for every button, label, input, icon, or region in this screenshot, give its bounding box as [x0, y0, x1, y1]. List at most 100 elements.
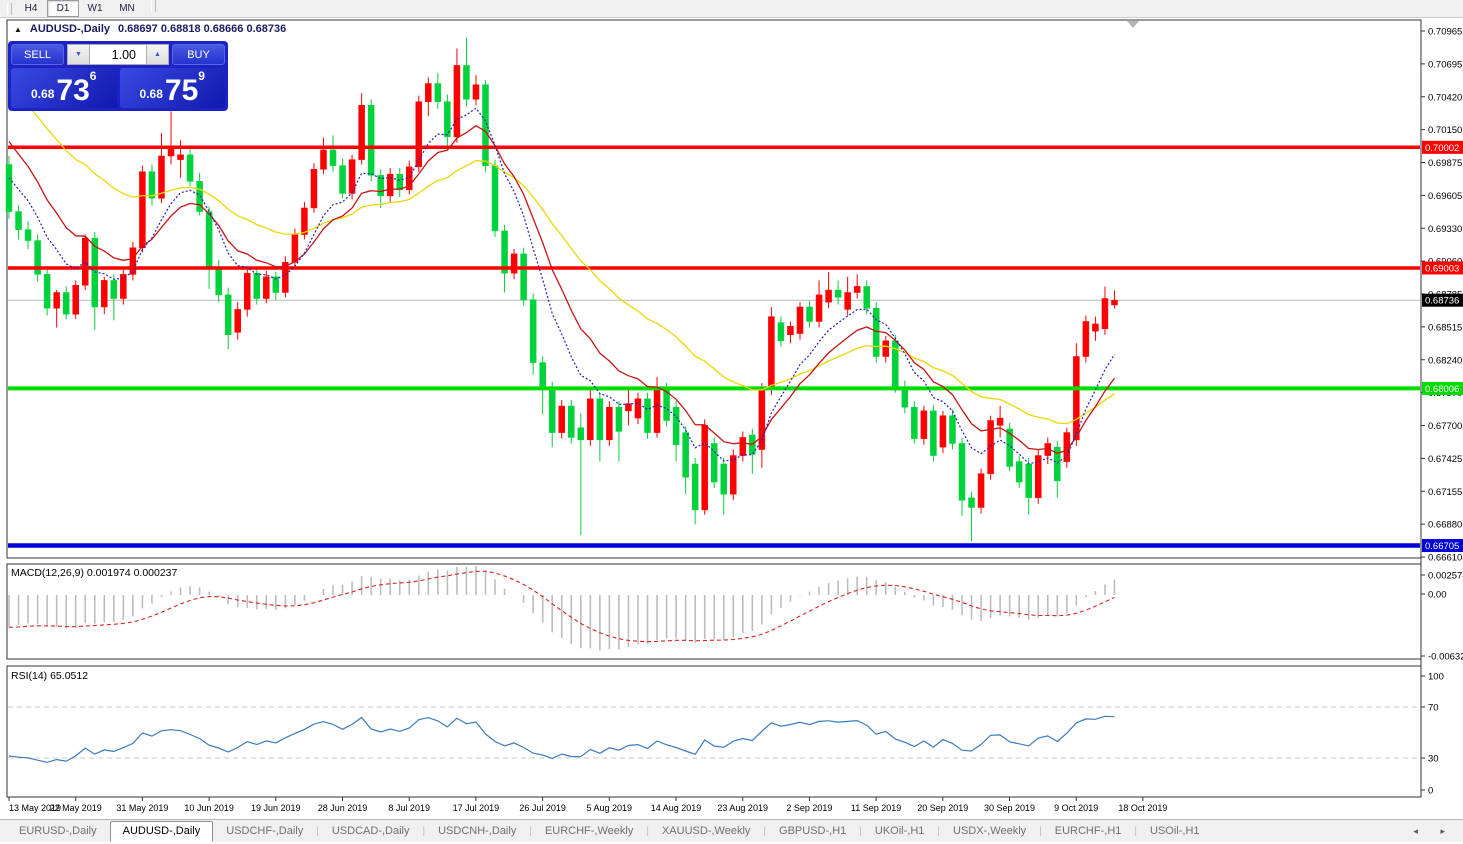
timeframe-button-mn[interactable]: MN [119, 3, 135, 14]
svg-text:10 Jun 2019: 10 Jun 2019 [184, 803, 234, 813]
svg-text:0.69003: 0.69003 [1425, 263, 1459, 274]
tab-usdchf-daily[interactable]: USDCHF-,Daily [226, 825, 304, 837]
tab-audusd-daily[interactable]: AUDUSD-,Daily [109, 821, 214, 842]
tabs-scroll-left-icon[interactable]: ◂ [1413, 826, 1428, 836]
sell-price-prefix: 0.68 [31, 87, 55, 101]
symbol-label: AUDUSD-,Daily [29, 23, 110, 35]
svg-text:0.00: 0.00 [1428, 590, 1447, 601]
rsi-panel[interactable]: RSI(14) 65.0512 [8, 670, 1420, 763]
svg-text:31 May 2019: 31 May 2019 [116, 803, 168, 813]
collapse-arrow-icon[interactable]: ▲ [14, 24, 22, 34]
tab-separator: | [937, 826, 940, 837]
price-badge-0.70002: 0.70002 [1422, 140, 1463, 154]
svg-text:0.66610: 0.66610 [1428, 553, 1462, 564]
macd-panel[interactable]: MACD(12,26,9) 0.001974 0.000237 [8, 566, 1116, 651]
toolbar-separator [151, 0, 156, 12]
timeframe-button-w1[interactable]: W1 [87, 3, 103, 14]
svg-text:0.69330: 0.69330 [1428, 224, 1462, 235]
svg-text:0.70420: 0.70420 [1428, 92, 1462, 103]
price-badge-0.66705: 0.66705 [1422, 539, 1463, 553]
svg-text:0.66880: 0.66880 [1428, 520, 1462, 531]
toolbar-grip-icon[interactable] [7, 2, 12, 15]
macd-signal-line [8, 570, 1115, 643]
svg-text:19 Jun 2019: 19 Jun 2019 [251, 803, 301, 813]
tab-separator: | [1039, 826, 1042, 837]
svg-text:100: 100 [1428, 672, 1444, 683]
tab-ukoil-h1[interactable]: UKOil-,H1 [874, 825, 925, 837]
price-panel[interactable] [5, 21, 1420, 548]
svg-text:28 Jun 2019: 28 Jun 2019 [318, 803, 368, 813]
svg-text:0: 0 [1428, 786, 1433, 797]
svg-text:5 Aug 2019: 5 Aug 2019 [587, 803, 633, 813]
price-badge-0.69003: 0.69003 [1422, 261, 1463, 275]
chart-title: ▲ AUDUSD-,Daily 0.68697 0.68818 0.68666 … [14, 23, 286, 35]
svg-text:11 Sep 2019: 11 Sep 2019 [851, 803, 901, 813]
chart-tabs: EURUSD-,Daily AUDUSD-,Daily USDCHF-,Daily |… [6, 821, 1213, 842]
sell-price-big: 73 [56, 74, 90, 107]
svg-text:0.68736: 0.68736 [1425, 296, 1459, 307]
svg-text:0.66705: 0.66705 [1425, 541, 1459, 552]
tab-separator: | [422, 826, 426, 837]
ma-line-mid [8, 124, 1116, 454]
tab-gbpusd-h1[interactable]: GBPUSD-,H1 [779, 825, 847, 837]
tabs-scroll-right-icon[interactable]: ▸ [1440, 826, 1455, 836]
svg-text:13 May 2019: 13 May 2019 [9, 803, 61, 813]
volume-increase-button[interactable]: ▲ [146, 44, 169, 65]
one-click-trade-panel: SELL ▼ 1.00 ▲ BUY 0.68 73 6 0.68 75 9 [8, 41, 228, 111]
ohlc-values: 0.68697 0.68818 0.68666 0.68736 [118, 23, 287, 35]
svg-text:22 May 2019: 22 May 2019 [50, 803, 102, 813]
svg-text:30: 30 [1428, 754, 1439, 765]
volume-input[interactable]: 1.00 [90, 44, 146, 65]
sell-price-pip: 6 [89, 69, 97, 83]
rsi-label: RSI(14) 65.0512 [11, 670, 88, 682]
tab-separator: | [316, 826, 319, 837]
svg-text:0.70965: 0.70965 [1428, 27, 1462, 38]
svg-text:23 Aug 2019: 23 Aug 2019 [717, 803, 768, 813]
svg-text:0.68240: 0.68240 [1428, 355, 1462, 366]
svg-text:30 Sep 2019: 30 Sep 2019 [984, 803, 1035, 813]
svg-text:2 Sep 2019: 2 Sep 2019 [786, 803, 832, 813]
tab-usdx-weekly[interactable]: USDX-,Weekly [953, 825, 1027, 837]
panel-frames [6, 19, 1422, 798]
buy-button[interactable]: BUY [172, 44, 225, 65]
timeframe-button-d1[interactable]: D1 [47, 0, 79, 17]
svg-text:0.67700: 0.67700 [1428, 421, 1462, 432]
tab-separator: | [1134, 826, 1137, 837]
ma-line-fast [8, 107, 1116, 465]
tab-eurusd-daily[interactable]: EURUSD-,Daily [19, 825, 97, 837]
svg-text:0.69875: 0.69875 [1428, 158, 1462, 169]
buy-price-button[interactable]: 0.68 75 9 [119, 68, 225, 108]
chart-shift-triangle-icon[interactable] [1127, 21, 1139, 28]
tab-eurchf-weekly[interactable]: EURCHF-,Weekly [544, 825, 634, 837]
svg-text:0.002574: 0.002574 [1428, 571, 1463, 582]
timeframe-button-h4[interactable]: H4 [24, 3, 38, 14]
tab-separator: | [529, 826, 532, 837]
tab-usdcad-daily[interactable]: USDCAD-,Daily [331, 825, 410, 837]
sell-price-button[interactable]: 0.68 73 6 [11, 68, 117, 108]
svg-text:0.68515: 0.68515 [1428, 322, 1462, 333]
period-toolbar: H4 D1 W1 MN [0, 0, 1463, 18]
sell-button[interactable]: SELL [11, 44, 64, 65]
price-axis[interactable]: 0.70965 0.70695 0.70420 0.70150 0.69875 0.696… [1420, 20, 1463, 797]
tab-eurchf-h1[interactable]: EURCHF-,H1 [1054, 825, 1122, 837]
tab-usdcnh-daily[interactable]: USDCNH-,Daily [438, 825, 517, 837]
svg-text:0.70150: 0.70150 [1428, 125, 1462, 136]
tab-usoil-h1[interactable]: USOil-,H1 [1150, 825, 1200, 837]
price-badge-0.68006: 0.68006 [1422, 381, 1463, 395]
buy-price-pip: 9 [198, 69, 205, 83]
rsi-line [8, 715, 1115, 763]
macd-label: MACD(12,26,9) 0.001974 0.000237 [11, 567, 178, 579]
svg-text:0.69605: 0.69605 [1428, 191, 1462, 202]
chart-tabbar: EURUSD-,Daily AUDUSD-,Daily USDCHF-,Daily |… [0, 819, 1463, 842]
volume-decrease-button[interactable]: ▼ [67, 44, 90, 65]
svg-text:0.68006: 0.68006 [1425, 384, 1459, 395]
tab-xauusd-weekly[interactable]: XAUUSD-,Weekly [661, 825, 751, 837]
svg-text:18 Oct 2019: 18 Oct 2019 [1118, 803, 1167, 813]
svg-text:20 Sep 2019: 20 Sep 2019 [917, 803, 968, 813]
price-badge-0.68736: 0.68736 [1422, 293, 1463, 307]
svg-text:17 Jul 2019: 17 Jul 2019 [453, 803, 500, 813]
svg-text:0.67155: 0.67155 [1428, 487, 1462, 498]
